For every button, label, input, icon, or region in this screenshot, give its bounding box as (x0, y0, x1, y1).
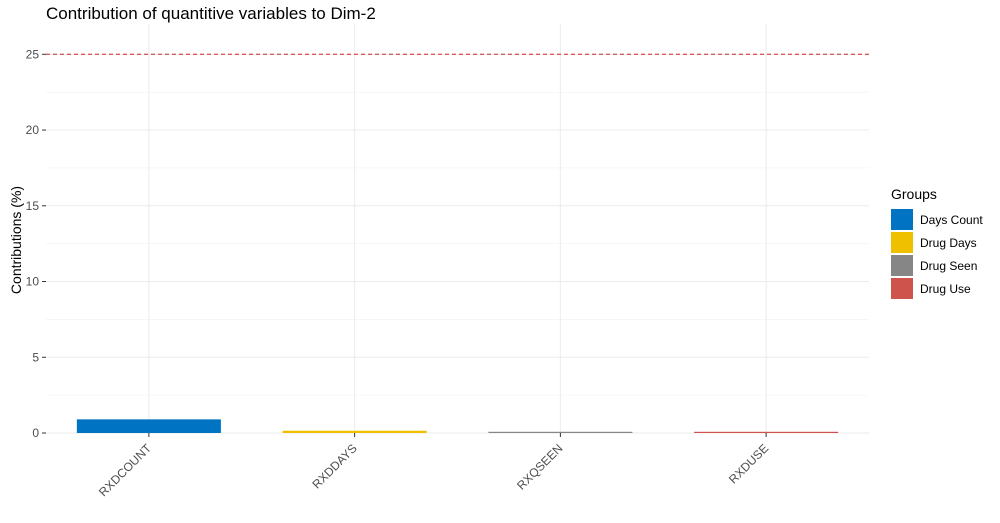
x-tick-label: RXQSEEN (514, 441, 565, 492)
x-tick-label: RXDDAYS (309, 441, 359, 491)
legend-label: Drug Days (920, 235, 977, 250)
legend-label: Drug Use (920, 281, 971, 296)
legend-swatch (891, 278, 913, 299)
bar-rxduse (694, 431, 839, 433)
legend-item: Drug Seen (891, 254, 983, 277)
legend-item: Drug Days (891, 231, 983, 254)
y-tick-label: 20 (26, 123, 40, 137)
y-tick-label: 25 (26, 47, 40, 61)
x-tick-label: RXDUSE (726, 441, 771, 486)
legend-label: Days Count (920, 212, 983, 227)
bar-rxddays (282, 430, 427, 433)
x-tick-label: RXDCOUNT (96, 441, 154, 499)
y-tick-label: 15 (26, 199, 40, 213)
y-tick-label: 0 (32, 426, 39, 440)
legend-swatch (891, 209, 913, 230)
legend-items: Days Count Drug Days Drug Seen Drug Use (891, 208, 983, 300)
bar-rxqseen (488, 431, 633, 433)
legend: Groups Days Count Drug Days Drug Seen Drug … (891, 186, 983, 300)
y-tick-label: 10 (26, 275, 40, 289)
legend-swatch (891, 255, 913, 276)
chart-title: Contribution of quantitive variables to … (46, 4, 376, 23)
y-tick-label: 5 (32, 350, 39, 364)
legend-swatch (891, 232, 913, 253)
bar-rxdcount (76, 419, 221, 433)
legend-label: Drug Seen (920, 258, 978, 273)
legend-title: Groups (891, 186, 937, 202)
legend-item: Days Count (891, 208, 983, 231)
legend-item: Drug Use (891, 277, 983, 300)
